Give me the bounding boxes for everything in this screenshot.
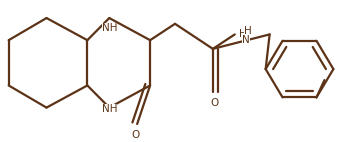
Text: O: O [211,98,219,108]
Text: H: H [239,29,247,39]
Text: N: N [242,35,250,45]
Text: H: H [244,26,252,36]
Text: NH: NH [102,23,117,33]
Text: NH: NH [102,104,117,114]
Text: O: O [131,130,139,140]
